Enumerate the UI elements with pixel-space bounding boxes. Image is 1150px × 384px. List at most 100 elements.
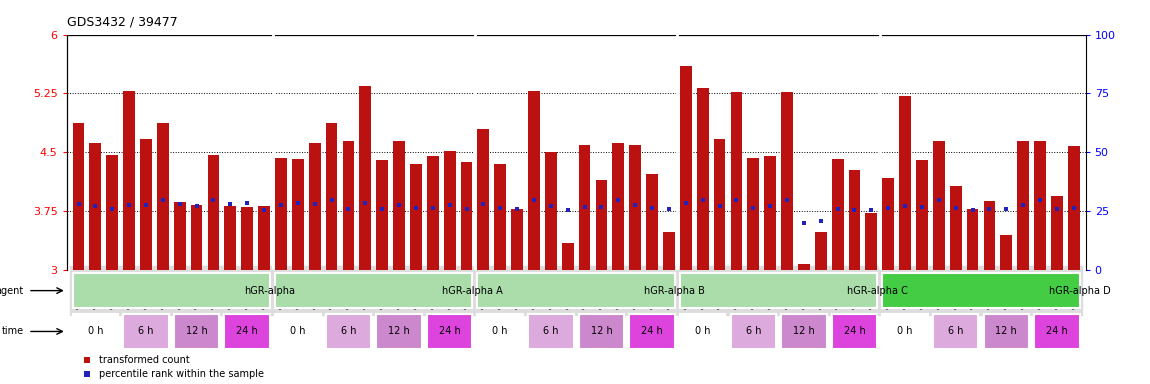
- Bar: [849, 170, 860, 270]
- Bar: [748, 158, 759, 270]
- Bar: [1034, 141, 1047, 270]
- Bar: [90, 143, 101, 270]
- Bar: [899, 96, 911, 270]
- Bar: [917, 160, 928, 270]
- Bar: [461, 162, 473, 270]
- Bar: [815, 232, 827, 270]
- Text: time: time: [2, 326, 24, 336]
- Text: 6 h: 6 h: [138, 326, 154, 336]
- Bar: [697, 88, 708, 270]
- Bar: [714, 139, 726, 270]
- Text: 0 h: 0 h: [897, 326, 913, 336]
- Bar: [494, 164, 506, 270]
- Text: hGR-alpha A: hGR-alpha A: [442, 286, 503, 296]
- Bar: [1018, 141, 1029, 270]
- Bar: [72, 273, 270, 308]
- Bar: [411, 164, 422, 270]
- Bar: [578, 144, 590, 270]
- Bar: [578, 314, 624, 349]
- Text: 24 h: 24 h: [1046, 326, 1068, 336]
- Bar: [477, 273, 675, 308]
- Text: hGR-alpha D: hGR-alpha D: [1049, 286, 1111, 296]
- Bar: [224, 206, 236, 270]
- Text: 0 h: 0 h: [87, 326, 103, 336]
- Text: 12 h: 12 h: [793, 326, 814, 336]
- Bar: [325, 123, 337, 270]
- Text: percentile rank within the sample: percentile rank within the sample: [99, 369, 264, 379]
- Bar: [123, 91, 135, 270]
- Bar: [562, 243, 574, 270]
- Bar: [528, 314, 574, 349]
- Text: 24 h: 24 h: [237, 326, 258, 336]
- Bar: [140, 139, 152, 270]
- Bar: [680, 314, 726, 349]
- Bar: [933, 141, 945, 270]
- Text: 6 h: 6 h: [543, 326, 559, 336]
- Text: 24 h: 24 h: [642, 326, 662, 336]
- Text: 6 h: 6 h: [340, 326, 356, 336]
- Bar: [427, 156, 438, 270]
- Bar: [882, 178, 895, 270]
- Bar: [765, 156, 776, 270]
- Bar: [950, 186, 961, 270]
- Text: 6 h: 6 h: [745, 326, 761, 336]
- Bar: [983, 314, 1029, 349]
- Bar: [680, 66, 691, 270]
- Bar: [1034, 314, 1080, 349]
- Text: 0 h: 0 h: [695, 326, 711, 336]
- Bar: [224, 314, 270, 349]
- Bar: [191, 205, 202, 270]
- Bar: [174, 202, 185, 270]
- Bar: [730, 92, 742, 270]
- Bar: [72, 314, 118, 349]
- Bar: [528, 91, 539, 270]
- Text: 12 h: 12 h: [185, 326, 207, 336]
- Bar: [393, 141, 405, 270]
- Text: hGR-alpha: hGR-alpha: [245, 286, 296, 296]
- Bar: [275, 158, 286, 270]
- Bar: [376, 160, 388, 270]
- Bar: [512, 209, 523, 270]
- Bar: [730, 314, 776, 349]
- Bar: [882, 314, 928, 349]
- Bar: [207, 155, 220, 270]
- Bar: [292, 159, 304, 270]
- Bar: [343, 141, 354, 270]
- Text: agent: agent: [0, 286, 24, 296]
- Bar: [156, 123, 169, 270]
- Text: 0 h: 0 h: [290, 326, 306, 336]
- Text: hGR-alpha B: hGR-alpha B: [644, 286, 705, 296]
- Bar: [1051, 195, 1063, 270]
- Text: 24 h: 24 h: [439, 326, 460, 336]
- Bar: [106, 155, 118, 270]
- Bar: [427, 314, 473, 349]
- Text: transformed count: transformed count: [99, 355, 190, 365]
- Text: hGR-alpha C: hGR-alpha C: [846, 286, 907, 296]
- Bar: [933, 314, 979, 349]
- Bar: [596, 180, 607, 270]
- Bar: [680, 273, 877, 308]
- Bar: [545, 152, 557, 270]
- Bar: [174, 314, 220, 349]
- Bar: [477, 129, 489, 270]
- Bar: [781, 314, 827, 349]
- Bar: [629, 144, 641, 270]
- Bar: [798, 264, 810, 270]
- Bar: [242, 207, 253, 270]
- Bar: [831, 159, 844, 270]
- Bar: [781, 92, 792, 270]
- Text: GDS3432 / 39477: GDS3432 / 39477: [67, 16, 177, 29]
- Bar: [882, 273, 1080, 308]
- Bar: [376, 314, 422, 349]
- Bar: [1000, 235, 1012, 270]
- Text: 12 h: 12 h: [389, 326, 409, 336]
- Bar: [983, 201, 996, 270]
- Bar: [444, 151, 455, 270]
- Bar: [629, 314, 675, 349]
- Bar: [275, 314, 321, 349]
- Bar: [477, 314, 523, 349]
- Bar: [613, 143, 624, 270]
- Bar: [360, 86, 371, 270]
- Bar: [866, 213, 877, 270]
- Bar: [72, 122, 84, 270]
